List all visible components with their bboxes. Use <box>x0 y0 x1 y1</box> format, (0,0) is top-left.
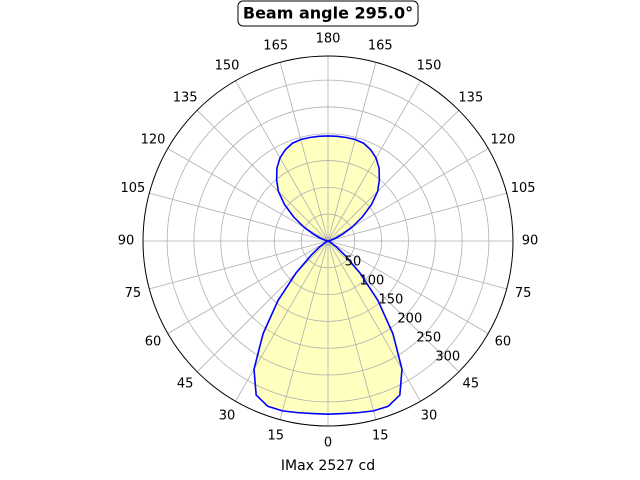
angle-tick-label: 120 <box>491 133 516 148</box>
angle-tick-label: 165 <box>368 38 393 53</box>
angle-grid-line <box>279 240 329 420</box>
angle-tick-label: 135 <box>458 91 483 106</box>
angle-grid-line <box>327 240 507 290</box>
radial-tick-label: 250 <box>416 330 441 345</box>
angle-tick-label: 75 <box>125 286 142 301</box>
angle-tick-label: 105 <box>511 181 536 196</box>
angle-grid-line <box>327 109 460 242</box>
angle-grid-line <box>327 62 377 242</box>
angle-tick-label: 90 <box>522 234 539 249</box>
title-box <box>237 0 419 27</box>
radial-grid-circle <box>300 213 356 269</box>
radial-grid-circle <box>193 106 463 376</box>
radial-tick-label: 300 <box>435 349 460 364</box>
radial-grid-circle <box>247 160 409 322</box>
angle-grid-line <box>327 240 377 420</box>
angle-tick-label: 75 <box>515 286 532 301</box>
radial-grid-circle <box>273 186 383 296</box>
angle-tick-label: 60 <box>495 335 512 350</box>
radial-tick-label: 50 <box>345 254 362 269</box>
angle-tick-label: 45 <box>463 376 480 391</box>
angle-tick-label: 180 <box>316 32 341 47</box>
angle-tick-label: 45 <box>177 376 194 391</box>
angle-tick-label: 0 <box>324 436 332 451</box>
angle-tick-label: 60 <box>145 335 162 350</box>
angle-grid-line <box>149 240 329 290</box>
intensity-line <box>253 135 403 416</box>
radial-tick-label: 150 <box>378 292 403 307</box>
radial-tick-label: 100 <box>360 273 385 288</box>
x-axis-label: IMax 2527 cd <box>281 458 375 474</box>
angle-tick-label: 15 <box>267 429 284 444</box>
angle-grid-line <box>196 109 329 242</box>
angle-tick-label: 165 <box>263 38 288 53</box>
radial-tick-label: 200 <box>397 311 422 326</box>
angle-grid-line <box>279 62 329 242</box>
polar-frame <box>142 55 514 427</box>
angle-tick-label: 150 <box>215 59 240 74</box>
angle-tick-label: 150 <box>417 59 442 74</box>
angle-tick-label: 30 <box>219 408 236 423</box>
angle-grid-line <box>196 240 329 373</box>
angle-grid-line <box>327 240 460 373</box>
angle-grid-line <box>149 192 329 242</box>
angle-tick-label: 90 <box>118 234 135 249</box>
radial-grid-circle <box>220 133 436 349</box>
angle-grid-line <box>235 240 329 402</box>
angle-tick-label: 15 <box>372 429 389 444</box>
angle-grid-line <box>327 240 489 334</box>
angle-grid-line <box>327 192 507 242</box>
angle-grid-line <box>235 80 329 242</box>
angle-tick-label: 135 <box>173 91 198 106</box>
angle-grid-line <box>167 240 329 334</box>
radial-grid-circle <box>166 79 490 403</box>
angle-tick-label: 105 <box>120 181 145 196</box>
angle-grid-line <box>327 240 421 402</box>
angle-grid-line <box>327 80 421 242</box>
angle-tick-label: 30 <box>421 408 438 423</box>
angle-tick-label: 120 <box>141 133 166 148</box>
chart-title: Beam angle 295.0° <box>243 4 413 23</box>
